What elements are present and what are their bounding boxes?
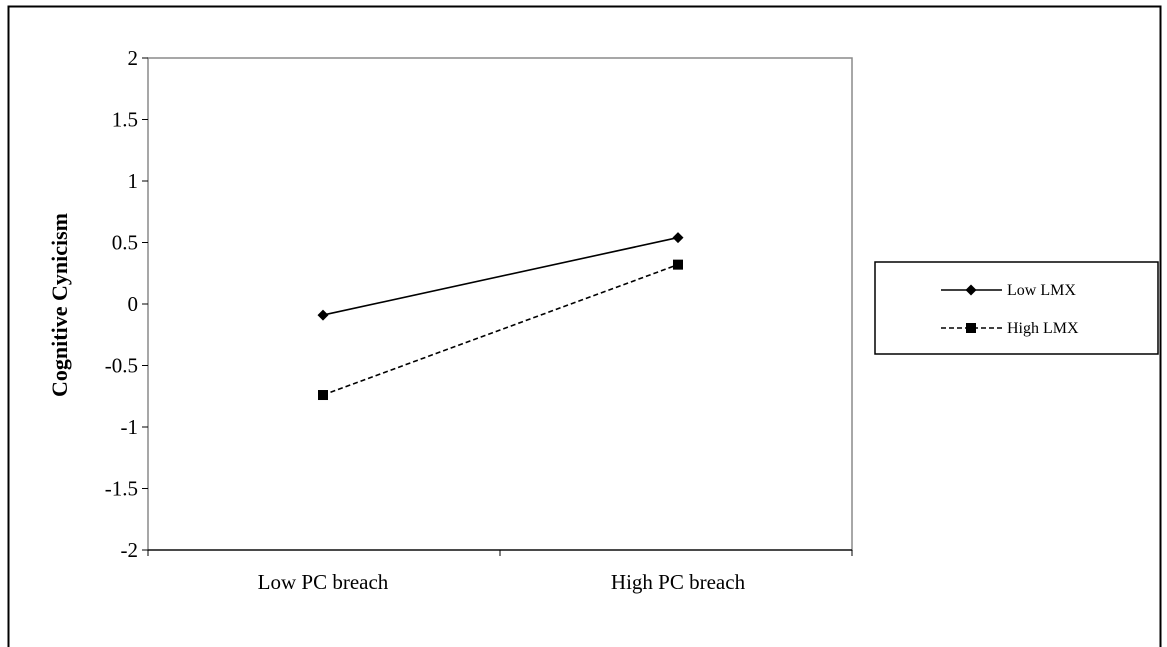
series-line-high-lmx — [322, 263, 679, 396]
x-axis: Low PC breach High PC breach — [147, 549, 853, 594]
y-tick-label: 1.5 — [112, 108, 138, 132]
legend-label-low-lmx: Low LMX — [1007, 282, 1076, 299]
y-tick-label: -1 — [121, 415, 139, 439]
y-tick-label: 0.5 — [112, 231, 138, 255]
y-axis-title: Cognitive Cynicism — [47, 213, 72, 397]
series-line-low-lmx — [322, 236, 679, 316]
plot-area — [147, 57, 853, 551]
series-group — [317, 232, 684, 401]
y-tick-label: 2 — [128, 46, 139, 70]
y-tick-label: -1.5 — [105, 477, 138, 501]
y-tick-label: 0 — [128, 292, 139, 316]
y-tick-label: -2 — [121, 538, 139, 562]
data-point-low-lmx — [672, 232, 684, 244]
x-tick-label: Low PC breach — [258, 570, 389, 594]
x-tick-label: High PC breach — [611, 570, 746, 594]
legend: Low LMX High LMX — [874, 261, 1159, 355]
data-point-high-lmx — [318, 390, 328, 401]
y-tick-label: 1 — [128, 169, 139, 193]
y-tick-label: -0.5 — [105, 354, 138, 378]
data-point-low-lmx — [317, 309, 329, 321]
legend-box — [874, 261, 1159, 355]
y-axis: 2 1.5 1 0.5 0 -0.5 -1 -1.5 -2 — [105, 46, 148, 562]
legend-marker-low-lmx — [965, 284, 977, 296]
legend-label-high-lmx: High LMX — [1007, 320, 1079, 337]
data-point-high-lmx — [673, 259, 683, 270]
legend-marker-high-lmx — [966, 323, 976, 333]
